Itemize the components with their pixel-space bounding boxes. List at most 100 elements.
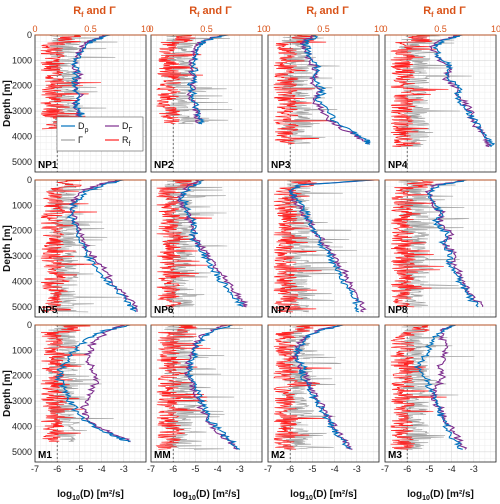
bottom-tick-label: -5	[425, 464, 433, 474]
y-tick-label: 4000	[12, 276, 32, 286]
d-rho-line	[426, 180, 479, 308]
panel-np6: NP6	[150, 179, 263, 318]
d-gamma-line	[68, 180, 138, 312]
panel-m2: -7 -6 -5 -4 -3 log10(D) [m²/s] M2	[264, 324, 380, 502]
d-rho-line	[54, 325, 131, 443]
bottom-tick-label: -5	[75, 464, 83, 474]
rf-line	[273, 180, 322, 313]
panel-m3: -7 -6 -5 -4 -3 log10(D) [m²/s] M3	[381, 324, 497, 502]
bottom-tick-label: -4	[448, 464, 456, 474]
y-tick-label: 5000	[12, 302, 32, 312]
bottom-tick-label: -7	[31, 464, 39, 474]
panel-label: NP4	[388, 160, 408, 171]
y-axis-title: Depth [m]	[2, 80, 13, 127]
bottom-tick-label: -3	[470, 464, 478, 474]
rf-line	[390, 180, 444, 308]
series-group	[273, 325, 353, 450]
bottom-tick-label: -7	[381, 464, 389, 474]
bottom-tick-label: -4	[98, 464, 106, 474]
rf-line	[155, 325, 211, 450]
series-group	[273, 35, 371, 145]
d-rho-line	[300, 35, 371, 145]
panel-label: M2	[271, 450, 285, 461]
top-tick-label: 0.5	[84, 24, 97, 34]
y-tick-label: 0	[27, 320, 32, 330]
top-tick-label: 10	[491, 24, 500, 34]
y-tick-label: 3000	[12, 396, 32, 406]
legend-box	[56, 116, 144, 152]
d-rho-line	[66, 180, 138, 313]
panel-label: M3	[388, 450, 402, 461]
top-tick-label: 0	[382, 24, 387, 34]
bottom-tick-label: -7	[264, 464, 272, 474]
d-gamma-line	[428, 35, 491, 148]
series-group	[390, 325, 475, 450]
y-tick-label: 3000	[12, 106, 32, 116]
d-rho-line	[288, 180, 375, 313]
top-tick-label: 0.5	[434, 24, 447, 34]
gamma-line	[398, 325, 475, 450]
panel-label: M1	[38, 450, 52, 461]
d-rho-line	[292, 325, 351, 450]
panel-mm: -7 -6 -5 -4 -3 log10(D) [m²/s] MM	[147, 324, 263, 502]
legend-entry: Dρ	[78, 121, 89, 134]
legend-entry: Rf	[122, 135, 131, 148]
d-rho-line	[432, 35, 496, 148]
top-tick-label: 0.5	[200, 24, 213, 34]
bottom-axis-title: log10(D) [m²/s]	[173, 489, 240, 502]
series-group	[390, 180, 484, 308]
d-rho-line	[186, 35, 229, 125]
top-tick-label: 10	[374, 24, 384, 34]
rf-line	[156, 180, 212, 308]
y-tick-label: 1000	[12, 200, 32, 210]
bottom-tick-label: -3	[353, 464, 361, 474]
bottom-axis-title: log10(D) [m²/s]	[290, 489, 357, 502]
panel-np5: 0 1000 2000 3000 4000 5000 Depth [m] NP5	[2, 175, 147, 318]
bottom-tick-label: -3	[120, 464, 128, 474]
gamma-line	[48, 180, 122, 313]
panel-label: NP2	[154, 160, 174, 171]
top-tick-label: 10	[257, 24, 267, 34]
rf-line	[390, 325, 447, 450]
y-tick-label: 1000	[12, 55, 32, 65]
bottom-tick-label: -5	[191, 464, 199, 474]
bottom-tick-label: -6	[403, 464, 411, 474]
rf-line	[40, 180, 101, 313]
top-tick-label: 0.5	[317, 24, 330, 34]
y-axis-title: Depth [m]	[2, 225, 13, 272]
d-rho-line	[413, 325, 463, 450]
series-group	[155, 325, 243, 450]
rf-line	[273, 325, 336, 450]
y-tick-label: 0	[27, 175, 32, 185]
bottom-tick-label: -6	[169, 464, 177, 474]
panel-label: NP6	[154, 305, 174, 316]
top-axis-title: Rf and Γ	[423, 5, 466, 19]
panel-label: NP3	[271, 160, 291, 171]
panel-label: NP5	[38, 305, 58, 316]
bottom-tick-label: -5	[308, 464, 316, 474]
y-tick-label: 2000	[12, 371, 32, 381]
gamma-line	[164, 35, 233, 125]
rf-line	[156, 35, 204, 125]
y-tick-label: 4000	[12, 421, 32, 431]
series-group	[40, 180, 138, 313]
series-group	[390, 35, 496, 148]
top-tick-label: 10	[141, 24, 151, 34]
legend-entry: DΓ	[122, 121, 133, 134]
d-gamma-line	[79, 325, 131, 443]
series-group	[156, 180, 249, 308]
bottom-tick-label: -6	[53, 464, 61, 474]
y-tick-label: 5000	[12, 447, 32, 457]
panel-np3: 0 0.5 10 Rf and Γ NP3	[265, 5, 384, 173]
d-gamma-line	[429, 325, 468, 450]
top-tick-label: 0	[32, 24, 37, 34]
y-tick-label: 5000	[12, 157, 32, 167]
bottom-tick-label: -4	[214, 464, 222, 474]
panel-np8: NP8	[384, 179, 497, 318]
d-rho-line	[177, 180, 245, 308]
panel-np2: 0 0.5 10 Rf and Γ NP2	[148, 5, 267, 173]
y-tick-label: 2000	[12, 226, 32, 236]
bottom-axis-title: log10(D) [m²/s]	[407, 489, 474, 502]
panel-m1: -7 -6 -5 -4 -3 log10(D) [m²/s] 0 1000 2000 3000 40…	[2, 320, 147, 502]
